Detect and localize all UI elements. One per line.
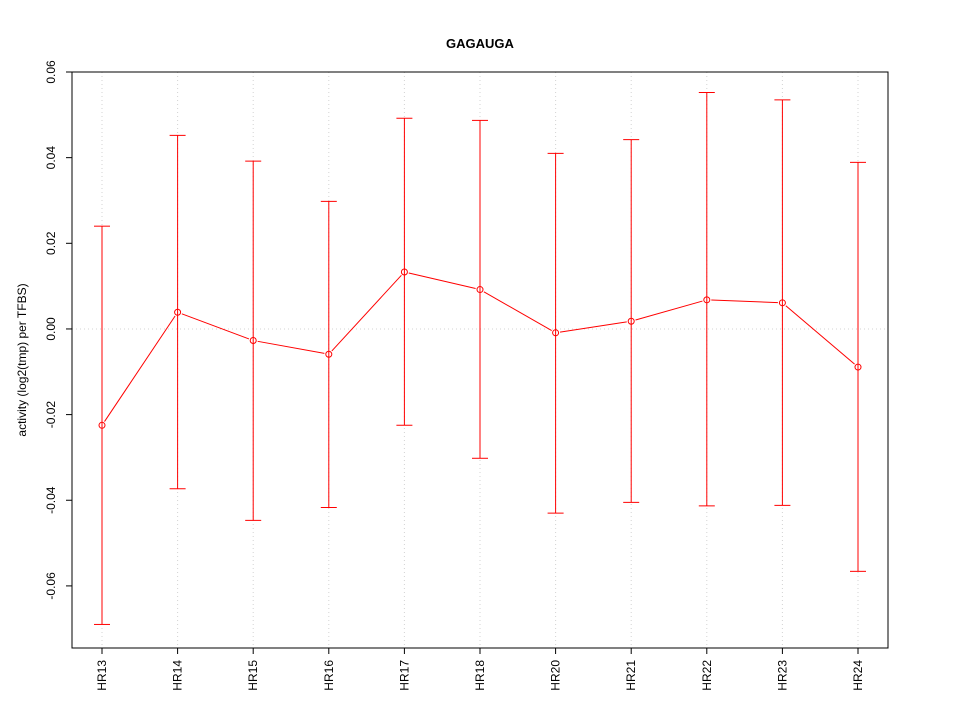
x-tick-label: HR24 bbox=[851, 660, 865, 691]
x-tick-label: HR23 bbox=[775, 660, 789, 691]
y-tick-label: -0.02 bbox=[44, 401, 58, 429]
x-tick-label: HR14 bbox=[171, 660, 185, 691]
x-tick-label: HR15 bbox=[246, 660, 260, 691]
x-tick-label: HR21 bbox=[624, 660, 638, 691]
axes: -0.06 -0.04 -0.02 0.00 0.02 0.04 0.06 HR13 HR14 H… bbox=[44, 60, 865, 691]
series-line-segment bbox=[711, 299, 778, 304]
y-tick-label: -0.06 bbox=[44, 572, 58, 600]
series-line-segment bbox=[559, 321, 627, 333]
y-tick-label: 0.00 bbox=[44, 317, 58, 341]
x-tick-label: HR17 bbox=[397, 660, 411, 691]
x-tick-label: HR20 bbox=[549, 660, 563, 691]
series-line-segment bbox=[635, 300, 703, 321]
data-point bbox=[778, 299, 786, 307]
series-line-segment bbox=[483, 291, 552, 332]
x-tick-label: HR16 bbox=[322, 660, 336, 691]
data-point bbox=[476, 286, 484, 294]
series-line-segment bbox=[257, 340, 325, 354]
x-tick-label: HR22 bbox=[700, 660, 714, 691]
y-tick-label: 0.06 bbox=[44, 60, 58, 84]
chart-title: GAGAUGA bbox=[446, 36, 515, 51]
data-point bbox=[552, 329, 560, 337]
data-point bbox=[400, 268, 408, 276]
data-point bbox=[174, 308, 182, 316]
series bbox=[94, 92, 866, 625]
y-tick-label: 0.04 bbox=[44, 146, 58, 170]
x-tick-label: HR18 bbox=[473, 660, 487, 691]
x-tick-label: HR13 bbox=[95, 660, 109, 691]
series-line-segment bbox=[785, 305, 855, 365]
plot-frame bbox=[71, 71, 889, 649]
series-line-segment bbox=[181, 313, 250, 340]
y-axis-title: activity (log2(tmp) per TFBS) bbox=[15, 283, 29, 436]
series-line-segment bbox=[331, 274, 402, 352]
data-point bbox=[854, 363, 862, 371]
data-point bbox=[325, 350, 333, 358]
data-point bbox=[98, 421, 106, 429]
series-line-segment bbox=[104, 315, 176, 422]
series-line-segment bbox=[408, 272, 476, 290]
data-point bbox=[703, 296, 711, 304]
data-point bbox=[627, 317, 635, 325]
y-tick-label: 0.02 bbox=[44, 231, 58, 255]
y-tick-label: -0.04 bbox=[44, 486, 58, 514]
data-point bbox=[249, 337, 257, 345]
